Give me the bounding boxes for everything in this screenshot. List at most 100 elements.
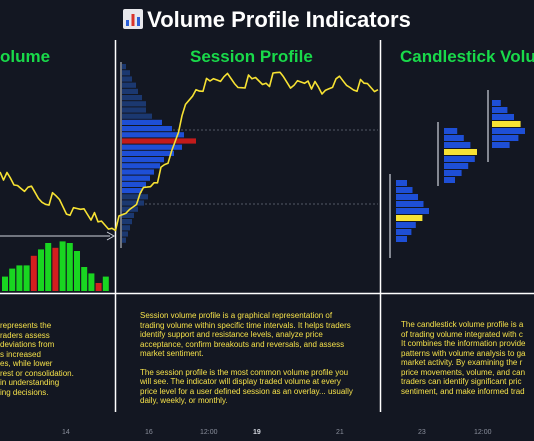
price-line bbox=[0, 71, 379, 232]
profile-bar bbox=[122, 107, 146, 113]
candle-profile-bar bbox=[444, 135, 464, 141]
candle-profile-bar bbox=[492, 128, 525, 134]
candle-poc-bar bbox=[444, 149, 477, 155]
page-title: Volume Profile Indicators bbox=[147, 7, 411, 32]
volume-bar bbox=[95, 283, 102, 291]
profile-bar bbox=[122, 126, 172, 132]
left-description-line: raders assess bbox=[0, 330, 50, 340]
left-description-line: ing decisions. bbox=[0, 387, 49, 397]
left-description-line: represents the bbox=[0, 321, 52, 330]
candle-profile-bar bbox=[444, 170, 462, 176]
volume-bar bbox=[88, 273, 95, 291]
profile-bar bbox=[122, 119, 162, 125]
profile-bar bbox=[122, 132, 184, 138]
candle-profile-bar bbox=[492, 100, 501, 106]
candle-profile-bar bbox=[396, 208, 429, 214]
profile-bar bbox=[122, 64, 126, 70]
candle-profile-bar bbox=[492, 142, 510, 148]
profile-bar bbox=[122, 163, 160, 169]
profile-bar bbox=[122, 175, 150, 181]
time-axis-label: 19 bbox=[253, 429, 261, 436]
candle-profile-bar bbox=[396, 236, 407, 242]
candle-profile-bar bbox=[396, 180, 407, 186]
candlestick-description-line: price movements, volume, and can bbox=[401, 367, 526, 377]
session-panel-title: Session Profile bbox=[190, 47, 313, 66]
profile-bar bbox=[122, 200, 144, 206]
candlestick-description-line: It combines the information provide bbox=[401, 339, 526, 348]
profile-bar bbox=[122, 169, 154, 175]
profile-bar bbox=[122, 212, 134, 218]
profile-bar bbox=[122, 188, 142, 194]
candle-profile-bar bbox=[492, 135, 519, 141]
candlestick-description-line: of trading volume integrated with c bbox=[401, 329, 523, 339]
candle-profile-bar bbox=[396, 201, 424, 207]
arrow-head bbox=[106, 231, 116, 241]
candlestick-description-line: market activity. By examining the r bbox=[401, 358, 523, 367]
left-description-line: s increased bbox=[0, 349, 41, 359]
candle-profile-bar bbox=[396, 229, 412, 235]
profile-bar bbox=[122, 219, 132, 225]
profile-bar bbox=[122, 88, 138, 94]
volume-bar bbox=[2, 276, 8, 291]
left-description-line: in understanding bbox=[0, 378, 60, 387]
candlestick-description-line: patterns with volume analysis to ga bbox=[401, 348, 526, 358]
volume-bar bbox=[45, 243, 52, 291]
candle-poc-bar bbox=[396, 215, 423, 221]
candle-profile-bar bbox=[444, 128, 458, 134]
left-description-line: deviations from bbox=[0, 340, 55, 349]
volume-bar bbox=[74, 251, 80, 291]
volume-bar bbox=[102, 276, 109, 291]
chart-icon bbox=[123, 9, 144, 29]
candle-profile-bar bbox=[444, 156, 475, 162]
candlestick-panel-title: Candlestick Volu bbox=[400, 47, 534, 66]
left-description-line: es, while lower bbox=[0, 359, 53, 368]
profile-bar bbox=[122, 101, 146, 107]
profile-bar bbox=[122, 157, 164, 163]
profile-bar bbox=[122, 225, 130, 231]
candlestick-description-line: sentiment, and make informed trad bbox=[401, 386, 525, 396]
time-axis-label: 12:00 bbox=[474, 429, 492, 436]
candlestick-description-line: traders can identify significant pric bbox=[401, 377, 522, 386]
profile-bar bbox=[122, 95, 142, 101]
poc-bar bbox=[122, 138, 196, 144]
profile-bar bbox=[122, 181, 146, 187]
profile-bar bbox=[122, 194, 148, 200]
profile-bar bbox=[122, 70, 130, 76]
profile-bar bbox=[122, 231, 128, 237]
profile-bar bbox=[122, 150, 174, 156]
volume-bar bbox=[59, 241, 66, 291]
candle-profile-bar bbox=[396, 194, 418, 200]
session-description-paragraph: The session profile is the most common v… bbox=[140, 367, 353, 406]
candle-profile-bar bbox=[444, 142, 471, 148]
candle-profile-bar bbox=[396, 222, 416, 228]
volume-bar bbox=[66, 243, 73, 291]
time-axis-label: 12:00 bbox=[200, 429, 218, 436]
left-description-line: rest or consolidation. bbox=[0, 368, 74, 378]
profile-bar bbox=[122, 113, 152, 119]
session-profile bbox=[122, 64, 196, 243]
volume-bar bbox=[81, 267, 88, 291]
time-axis-label: 21 bbox=[336, 429, 344, 436]
header: Volume Profile Indicators bbox=[0, 0, 534, 40]
time-axis-label: 16 bbox=[145, 429, 153, 436]
volume-bar bbox=[23, 265, 30, 291]
candle-poc-bar bbox=[492, 121, 521, 127]
candle-profile-bar bbox=[444, 177, 455, 183]
session-description-paragraph: Session volume profile is a graphical re… bbox=[140, 311, 351, 358]
volume-bar bbox=[30, 255, 37, 291]
candle-profiles bbox=[389, 90, 525, 258]
candlestick-description-line: The candlestick volume profile is a bbox=[401, 320, 524, 329]
candlestick-description: The candlestick volume profile is a of t… bbox=[401, 320, 534, 396]
session-description: Session volume profile is a graphical re… bbox=[140, 311, 358, 415]
candle-profile-bar bbox=[444, 163, 469, 169]
left-panel-title: olume bbox=[0, 47, 50, 66]
volume-bar bbox=[9, 268, 16, 291]
left-description: represents the raders assess deviations … bbox=[0, 321, 112, 397]
candle-profile-bar bbox=[396, 187, 413, 193]
profile-bar bbox=[122, 76, 132, 82]
volume-bar bbox=[38, 249, 44, 291]
profile-bar bbox=[122, 82, 136, 88]
volume-bar bbox=[16, 265, 23, 291]
profile-bar bbox=[122, 237, 126, 243]
